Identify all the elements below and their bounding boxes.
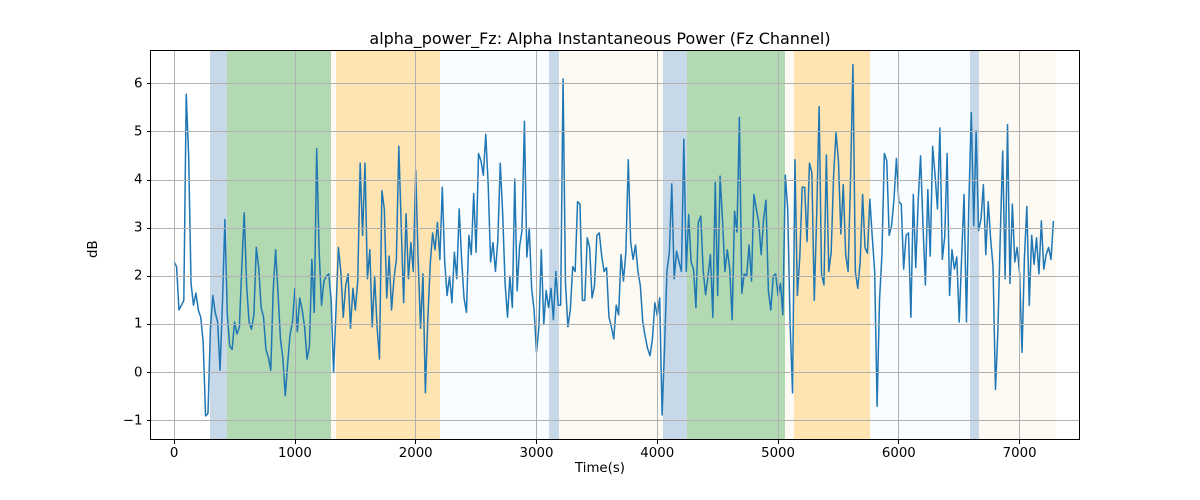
plot-area bbox=[150, 50, 1080, 440]
gridline-vertical bbox=[295, 50, 296, 440]
xtick-mark bbox=[415, 440, 416, 444]
xtick-mark bbox=[657, 440, 658, 444]
figure: alpha_power_Fz: Alpha Instantaneous Powe… bbox=[0, 0, 1200, 500]
gridline-vertical bbox=[174, 50, 175, 440]
xtick-label: 5000 bbox=[761, 446, 795, 461]
xtick-label: 7000 bbox=[1003, 446, 1037, 461]
gridline-horizontal bbox=[150, 372, 1080, 373]
xtick-label: 1000 bbox=[278, 446, 312, 461]
xtick-mark bbox=[536, 440, 537, 444]
ytick-mark bbox=[147, 83, 151, 84]
axis-spine-left bbox=[150, 50, 151, 440]
gridline-horizontal bbox=[150, 228, 1080, 229]
ytick-mark bbox=[147, 276, 151, 277]
ytick-mark bbox=[147, 180, 151, 181]
ytick-label: 0 bbox=[134, 365, 142, 380]
axis-spine-right bbox=[1079, 50, 1080, 440]
ytick-label: 6 bbox=[134, 76, 142, 91]
xtick-mark bbox=[174, 440, 175, 444]
axis-spine-top bbox=[150, 50, 1080, 51]
xtick-label: 6000 bbox=[882, 446, 916, 461]
xtick-mark bbox=[778, 440, 779, 444]
gridline-horizontal bbox=[150, 83, 1080, 84]
gridline-horizontal bbox=[150, 131, 1080, 132]
ytick-label: 4 bbox=[134, 173, 142, 188]
xtick-mark bbox=[898, 440, 899, 444]
ytick-mark bbox=[147, 372, 151, 373]
ytick-label: −1 bbox=[123, 413, 143, 428]
gridline-vertical bbox=[415, 50, 416, 440]
xtick-mark bbox=[295, 440, 296, 444]
ytick-label: 5 bbox=[134, 124, 142, 139]
line-plot-svg bbox=[150, 50, 1080, 440]
ytick-label: 1 bbox=[134, 317, 142, 332]
ytick-label: 3 bbox=[134, 221, 142, 236]
ytick-mark bbox=[147, 420, 151, 421]
series-line bbox=[174, 64, 1053, 415]
axis-spine-bottom bbox=[150, 439, 1080, 440]
x-axis-label: Time(s) bbox=[0, 461, 1200, 476]
xtick-label: 4000 bbox=[640, 446, 674, 461]
gridline-horizontal bbox=[150, 420, 1080, 421]
ytick-label: 2 bbox=[134, 269, 142, 284]
xtick-mark bbox=[1019, 440, 1020, 444]
y-axis-label: dB bbox=[86, 240, 101, 258]
gridline-horizontal bbox=[150, 324, 1080, 325]
ytick-mark bbox=[147, 324, 151, 325]
ytick-mark bbox=[147, 228, 151, 229]
xtick-label: 3000 bbox=[520, 446, 554, 461]
gridline-vertical bbox=[778, 50, 779, 440]
gridline-horizontal bbox=[150, 180, 1080, 181]
xtick-label: 0 bbox=[170, 446, 178, 461]
gridline-vertical bbox=[657, 50, 658, 440]
xtick-label: 2000 bbox=[399, 446, 433, 461]
gridline-vertical bbox=[536, 50, 537, 440]
gridline-vertical bbox=[898, 50, 899, 440]
chart-title: alpha_power_Fz: Alpha Instantaneous Powe… bbox=[0, 29, 1200, 48]
gridline-vertical bbox=[1019, 50, 1020, 440]
ytick-mark bbox=[147, 131, 151, 132]
gridline-horizontal bbox=[150, 276, 1080, 277]
